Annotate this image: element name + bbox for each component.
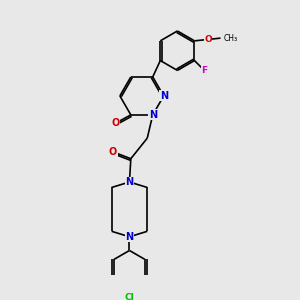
Text: N: N (149, 110, 157, 120)
Text: O: O (112, 118, 120, 128)
Text: O: O (204, 35, 212, 44)
Text: F: F (201, 66, 207, 75)
Text: CH₃: CH₃ (224, 34, 238, 43)
Text: N: N (125, 232, 134, 242)
Text: N: N (160, 91, 168, 101)
Text: N: N (125, 177, 134, 187)
Text: O: O (109, 147, 117, 157)
Text: Cl: Cl (124, 293, 134, 300)
